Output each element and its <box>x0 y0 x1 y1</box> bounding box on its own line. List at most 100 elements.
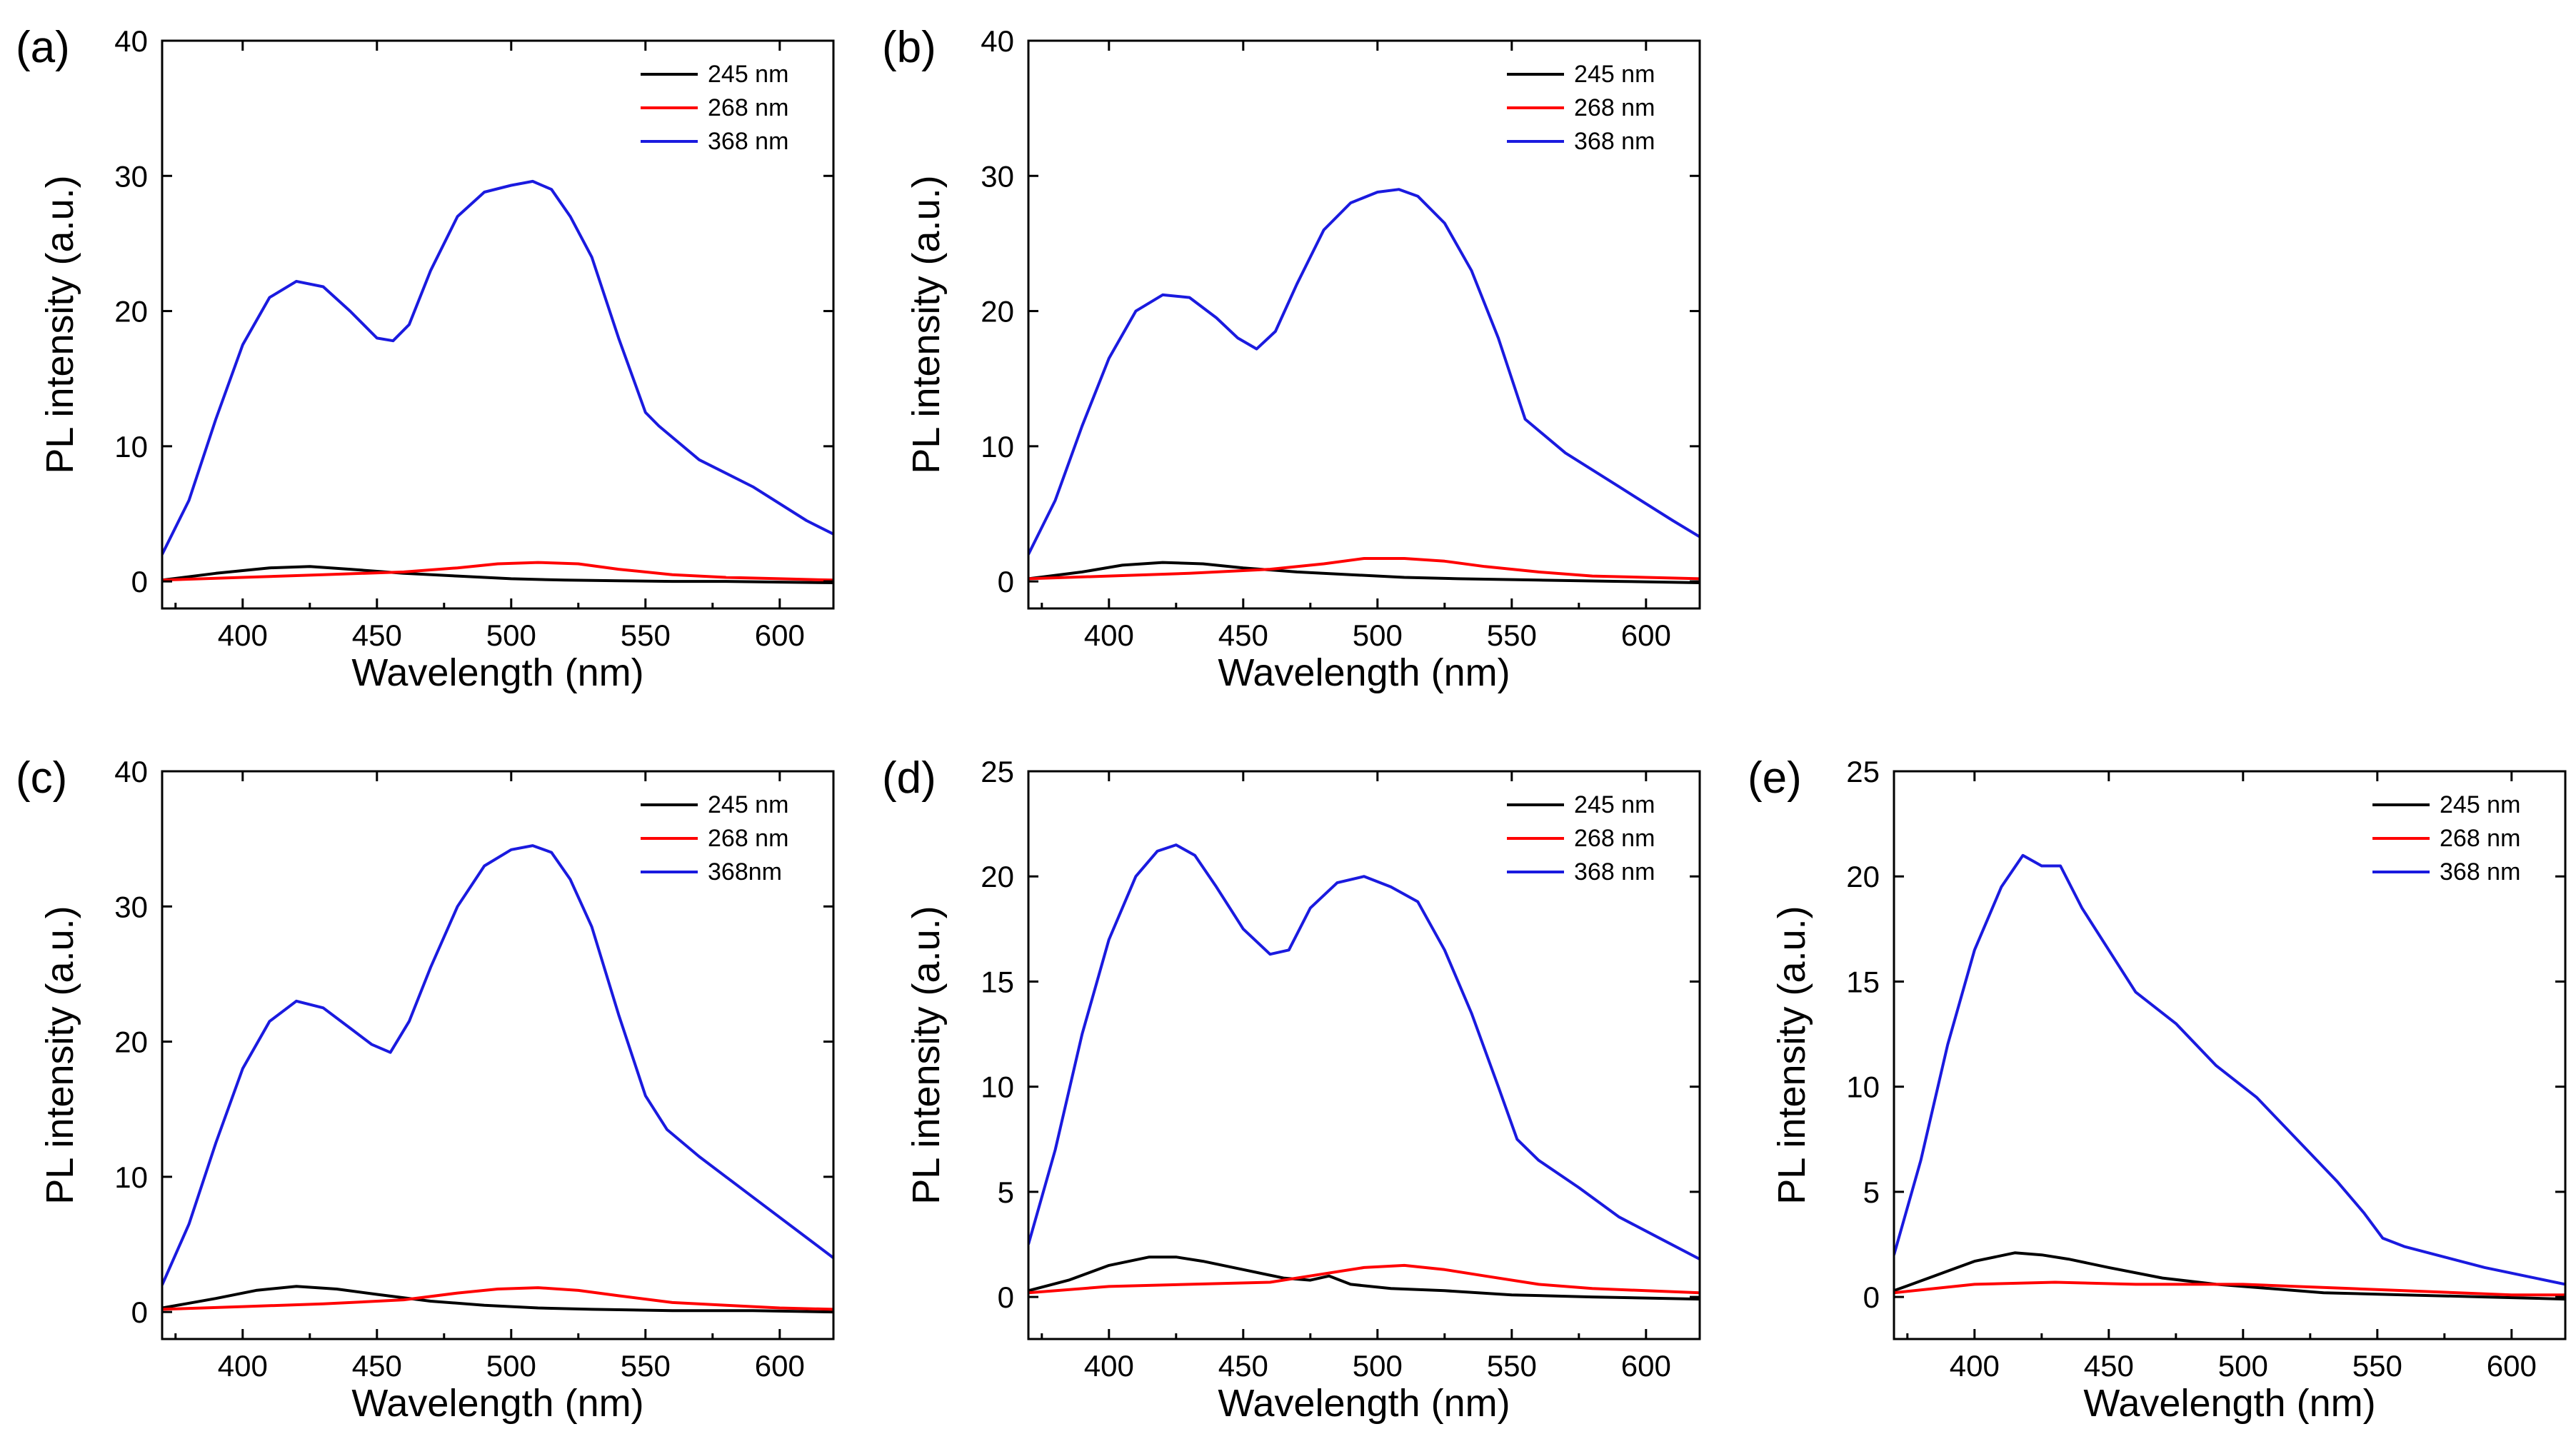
y-tick-label: 0 <box>1863 1280 1880 1314</box>
y-tick-label: 40 <box>114 24 148 58</box>
y-tick-label: 10 <box>114 430 148 463</box>
y-tick-label: 0 <box>998 1280 1014 1314</box>
y-axis-title: PL intensity (a.u.) <box>39 906 81 1204</box>
y-tick-label: 0 <box>131 1295 148 1329</box>
legend-label: 268 nm <box>1574 825 1655 852</box>
x-tick-label: 600 <box>755 618 805 652</box>
y-tick-label: 40 <box>114 755 148 788</box>
x-tick-label: 550 <box>621 1349 671 1383</box>
y-axis-title: PL intensity (a.u.) <box>905 175 948 473</box>
x-tick-label: 450 <box>352 618 402 652</box>
series-line-268-nm <box>162 561 833 582</box>
y-tick-label: 15 <box>1846 965 1880 998</box>
x-axis-title: Wavelength (nm) <box>1218 1382 1510 1425</box>
x-tick-label: 400 <box>218 618 268 652</box>
legend-label: 368nm <box>708 858 782 886</box>
legend-label: 245 nm <box>2440 791 2520 818</box>
y-tick-label: 20 <box>114 295 148 329</box>
panel-label: (e) <box>1748 753 1802 803</box>
x-tick-label: 400 <box>218 1349 268 1383</box>
series-line-268-nm <box>162 1286 833 1311</box>
y-tick-label: 0 <box>998 565 1014 598</box>
y-tick-label: 20 <box>981 295 1014 329</box>
series-line-368nm <box>162 844 833 1286</box>
plot-frame <box>1027 770 1701 1340</box>
y-tick-label: 0 <box>131 565 148 598</box>
chart-panel-d: (d) 400 450 500 550 600 0 5 10 15 20 25 Wavelength (… <box>882 753 1701 1425</box>
series-line-368-nm <box>1894 853 2565 1286</box>
legend-label: 245 nm <box>1574 791 1655 818</box>
legend-label: 268 nm <box>1574 94 1655 121</box>
x-tick-label: 600 <box>2487 1349 2537 1383</box>
y-axis-title: PL intensity (a.u.) <box>39 175 81 473</box>
chart-panel-a: (a) 400 450 500 550 600 0 10 20 30 40 Wavelength (n… <box>16 23 835 694</box>
y-tick-label: 30 <box>114 159 148 193</box>
x-tick-label: 600 <box>755 1349 805 1383</box>
y-tick-label: 5 <box>1863 1175 1880 1209</box>
x-tick-label: 550 <box>621 618 671 652</box>
x-tick-label: 600 <box>1621 1349 1671 1383</box>
panel-label: (d) <box>882 753 936 803</box>
series-line-368-nm <box>1028 188 1700 556</box>
legend-label: 245 nm <box>1574 61 1655 88</box>
legend-label: 368 nm <box>708 128 788 155</box>
x-tick-label: 500 <box>1353 618 1403 652</box>
y-tick-label: 30 <box>981 159 1014 193</box>
plot-frame <box>1893 770 2567 1340</box>
legend-label: 268 nm <box>708 825 788 852</box>
x-tick-label: 400 <box>1084 618 1134 652</box>
x-tick-label: 500 <box>2218 1349 2268 1383</box>
legend-label: 368 nm <box>2440 858 2520 886</box>
legend-label: 368 nm <box>1574 128 1655 155</box>
legend-label: 268 nm <box>708 94 788 121</box>
y-tick-label: 10 <box>1846 1071 1880 1104</box>
series-line-245-nm <box>162 1285 833 1314</box>
y-tick-label: 20 <box>114 1026 148 1059</box>
x-tick-label: 450 <box>352 1349 402 1383</box>
x-tick-label: 400 <box>1084 1349 1134 1383</box>
x-tick-label: 550 <box>2352 1349 2402 1383</box>
legend-label: 268 nm <box>2440 825 2520 852</box>
y-tick-label: 25 <box>981 755 1014 788</box>
x-axis-title: Wavelength (nm) <box>351 651 643 694</box>
x-axis-title: Wavelength (nm) <box>2083 1382 2375 1425</box>
legend-label: 245 nm <box>708 791 788 818</box>
x-tick-label: 450 <box>1218 1349 1268 1383</box>
series-line-268-nm <box>1028 557 1700 581</box>
y-tick-label: 15 <box>981 965 1014 998</box>
series-line-268-nm <box>1028 1263 1700 1295</box>
y-tick-label: 10 <box>981 430 1014 463</box>
x-tick-label: 600 <box>1621 618 1671 652</box>
y-tick-label: 25 <box>1846 755 1880 788</box>
series-line-245-nm <box>162 565 833 584</box>
y-tick-label: 10 <box>981 1071 1014 1104</box>
y-tick-label: 30 <box>114 890 148 923</box>
y-tick-label: 5 <box>998 1175 1014 1209</box>
x-tick-label: 450 <box>2084 1349 2134 1383</box>
x-tick-label: 550 <box>1487 1349 1537 1383</box>
y-axis-title: PL intensity (a.u.) <box>905 906 948 1204</box>
x-tick-label: 500 <box>486 1349 536 1383</box>
chart-panel-e: (e) 400 450 500 550 600 0 5 10 15 20 25 Wavelength (… <box>1748 753 2567 1425</box>
series-line-245-nm <box>1028 561 1700 584</box>
series-line-268-nm <box>1894 1280 2565 1297</box>
x-tick-label: 400 <box>1950 1349 2000 1383</box>
panel-label: (a) <box>16 23 70 72</box>
y-tick-label: 20 <box>1846 860 1880 893</box>
series-line-245-nm <box>1894 1251 2565 1301</box>
legend-label: 368 nm <box>1574 858 1655 886</box>
series-line-368-nm <box>162 179 833 556</box>
x-axis-title: Wavelength (nm) <box>351 1382 643 1425</box>
panel-label: (c) <box>16 753 67 803</box>
series-line-245-nm <box>1028 1255 1700 1301</box>
plot-frame <box>161 770 835 1340</box>
x-tick-label: 450 <box>1218 618 1268 652</box>
legend-label: 245 nm <box>708 61 788 88</box>
chart-panel-c: (c) 400 450 500 550 600 0 10 20 30 40 Wavelength (n… <box>16 753 835 1425</box>
y-tick-label: 40 <box>981 24 1014 58</box>
chart-panel-b: (b) 400 450 500 550 600 0 10 20 30 40 Wavelength (n… <box>882 23 1701 694</box>
x-tick-label: 550 <box>1487 618 1537 652</box>
y-tick-label: 10 <box>114 1160 148 1194</box>
y-axis-title: PL intensity (a.u.) <box>1770 906 1813 1204</box>
